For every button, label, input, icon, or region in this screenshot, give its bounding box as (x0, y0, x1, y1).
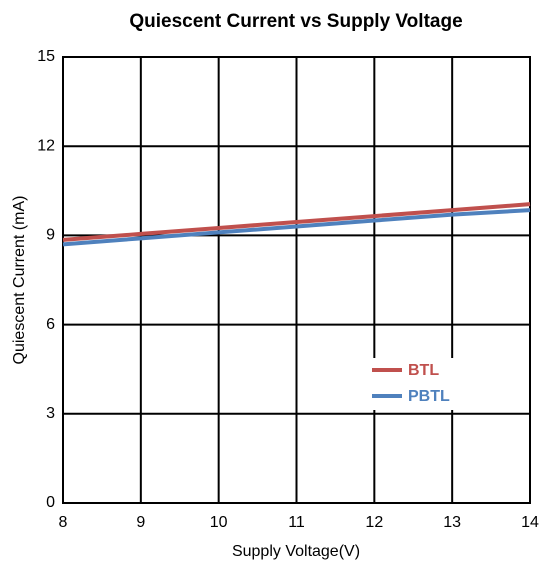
x-axis-label: Supply Voltage(V) (232, 543, 360, 560)
x-tick-label: 11 (288, 514, 305, 531)
y-tick-label: 9 (46, 227, 55, 244)
series-line (62, 202, 531, 242)
y-tick-label: 0 (46, 494, 55, 511)
x-tick-label: 8 (59, 514, 68, 531)
legend-label: PBTL (408, 388, 450, 405)
y-tick-label: 3 (46, 405, 55, 422)
series-line (62, 208, 531, 247)
x-tick-label: 12 (365, 514, 383, 531)
x-tick-label: 10 (210, 514, 228, 531)
y-tick-label: 15 (37, 48, 55, 65)
chart-title: Quiescent Current vs Supply Voltage (129, 11, 462, 32)
x-tick-label: 9 (136, 514, 145, 531)
y-tick-label: 12 (37, 137, 55, 154)
legend-label: BTL (408, 362, 439, 379)
y-tick-label: 6 (46, 316, 55, 333)
y-axis-label: Quiescent Current (mA) (11, 196, 28, 365)
plot-border (62, 56, 531, 504)
x-tick-label: 13 (443, 514, 461, 531)
x-tick-label: 14 (521, 514, 539, 531)
legend-box (370, 358, 470, 410)
